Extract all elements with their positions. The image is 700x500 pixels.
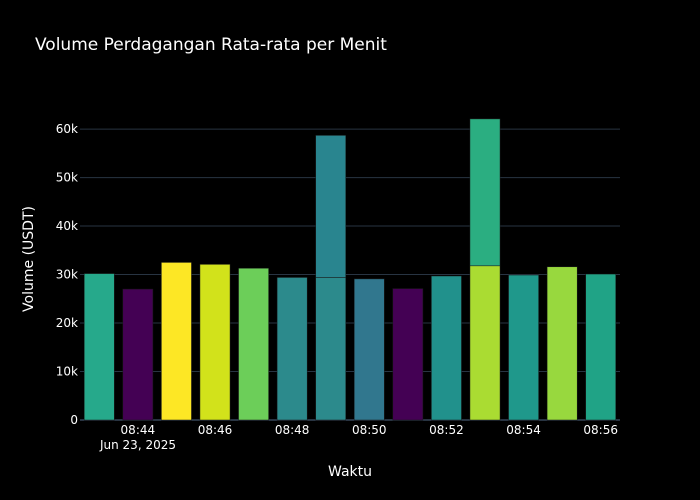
x-tick-label: 08:52 bbox=[429, 423, 464, 437]
bar-0843 bbox=[83, 273, 115, 421]
grid-layer bbox=[80, 128, 620, 421]
y-axis-ticks: 0 10k 20k 30k 40k 50k 60k bbox=[56, 122, 78, 427]
x-axis-ticks: 08:44 08:46 08:48 08:50 08:52 08:54 08:56 bbox=[121, 423, 618, 437]
y-tick-label: 60k bbox=[56, 122, 78, 136]
bar-0851 bbox=[392, 288, 424, 421]
bar-0845 bbox=[161, 262, 192, 421]
x-tick-label: 08:56 bbox=[583, 423, 618, 437]
bar-0855 bbox=[546, 266, 578, 421]
bar-0844 bbox=[122, 288, 154, 421]
bar-0852 bbox=[431, 275, 462, 421]
x-tick-label: 08:48 bbox=[275, 423, 310, 437]
bar-0848 bbox=[276, 277, 308, 421]
y-tick-label: 0 bbox=[70, 413, 78, 427]
y-tick-label: 40k bbox=[56, 219, 78, 233]
bar-0850 bbox=[353, 278, 385, 421]
bar-0853-seg1 bbox=[469, 265, 501, 421]
x-tick-label: 08:50 bbox=[352, 423, 387, 437]
x-axis-title: Waktu bbox=[328, 464, 372, 480]
bar-0846 bbox=[199, 264, 231, 421]
x-axis-date-label: Jun 23, 2025 bbox=[99, 438, 176, 452]
bar-0853-seg2 bbox=[469, 118, 501, 267]
x-tick-label: 08:54 bbox=[506, 423, 541, 437]
y-axis-title: Volume (USDT) bbox=[21, 206, 37, 312]
y-tick-label: 10k bbox=[56, 365, 78, 379]
bar-0849-seg1 bbox=[315, 277, 347, 421]
chart-title: Volume Perdagangan Rata-rata per Menit bbox=[35, 35, 387, 55]
x-tick-label: 08:46 bbox=[198, 423, 233, 437]
y-tick-label: 20k bbox=[56, 316, 78, 330]
x-tick-label: 08:44 bbox=[121, 423, 156, 437]
y-tick-label: 50k bbox=[56, 171, 78, 185]
y-tick-label: 30k bbox=[56, 268, 78, 282]
bar-0847 bbox=[238, 267, 269, 421]
bars-layer bbox=[83, 118, 617, 421]
bar-0856 bbox=[585, 273, 617, 421]
bar-0854 bbox=[508, 274, 539, 421]
bar-0849-seg2 bbox=[315, 135, 347, 278]
